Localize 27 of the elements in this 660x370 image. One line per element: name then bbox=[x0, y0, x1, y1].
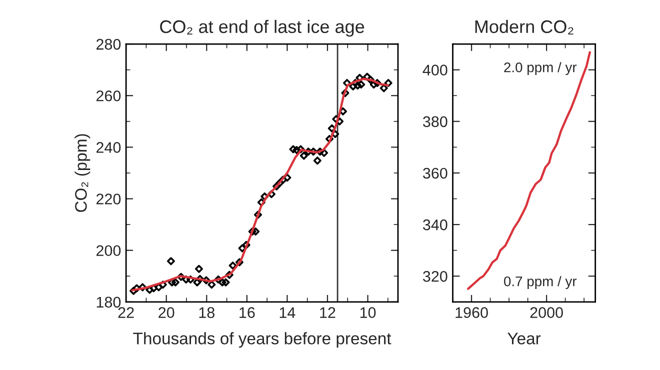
y-tick-label: 200 bbox=[96, 245, 121, 256]
x-tick-label: 18 bbox=[199, 307, 214, 318]
x-tick-label: 1960 bbox=[456, 307, 488, 318]
annotation: 2.0 ppm / yr bbox=[504, 62, 577, 76]
x-axis-title: Year bbox=[508, 332, 541, 344]
y-tick-label: 180 bbox=[96, 296, 121, 308]
y-tick-label: 280 bbox=[96, 38, 121, 50]
chart-title: CO₂ at end of last ice age bbox=[160, 20, 364, 37]
chart-title: Modern CO₂ bbox=[475, 20, 574, 34]
x-tick-label: 12 bbox=[320, 307, 336, 318]
y-tick-label: 240 bbox=[96, 142, 121, 153]
y-axis-title: CO₂ (ppm) bbox=[74, 134, 90, 212]
x-axis-title: Thousands of years before present bbox=[133, 332, 392, 348]
x-tick-label: 14 bbox=[280, 307, 296, 318]
x-tick-label: 22 bbox=[118, 307, 134, 318]
annotation: 0.7 ppm / yr bbox=[504, 276, 577, 290]
x-tick-label: 10 bbox=[360, 307, 376, 318]
x-tick-label: 16 bbox=[240, 307, 255, 318]
y-tick-label: 400 bbox=[422, 64, 448, 76]
y-tick-label: 360 bbox=[422, 168, 448, 179]
x-tick-label: 20 bbox=[158, 307, 174, 318]
x-tick-label: 2000 bbox=[530, 307, 563, 318]
y-tick-label: 380 bbox=[422, 116, 448, 128]
y-tick-label: 320 bbox=[422, 271, 448, 282]
y-tick-label: 220 bbox=[96, 194, 121, 204]
y-tick-label: 260 bbox=[96, 90, 121, 102]
y-tick-label: 340 bbox=[422, 219, 448, 230]
